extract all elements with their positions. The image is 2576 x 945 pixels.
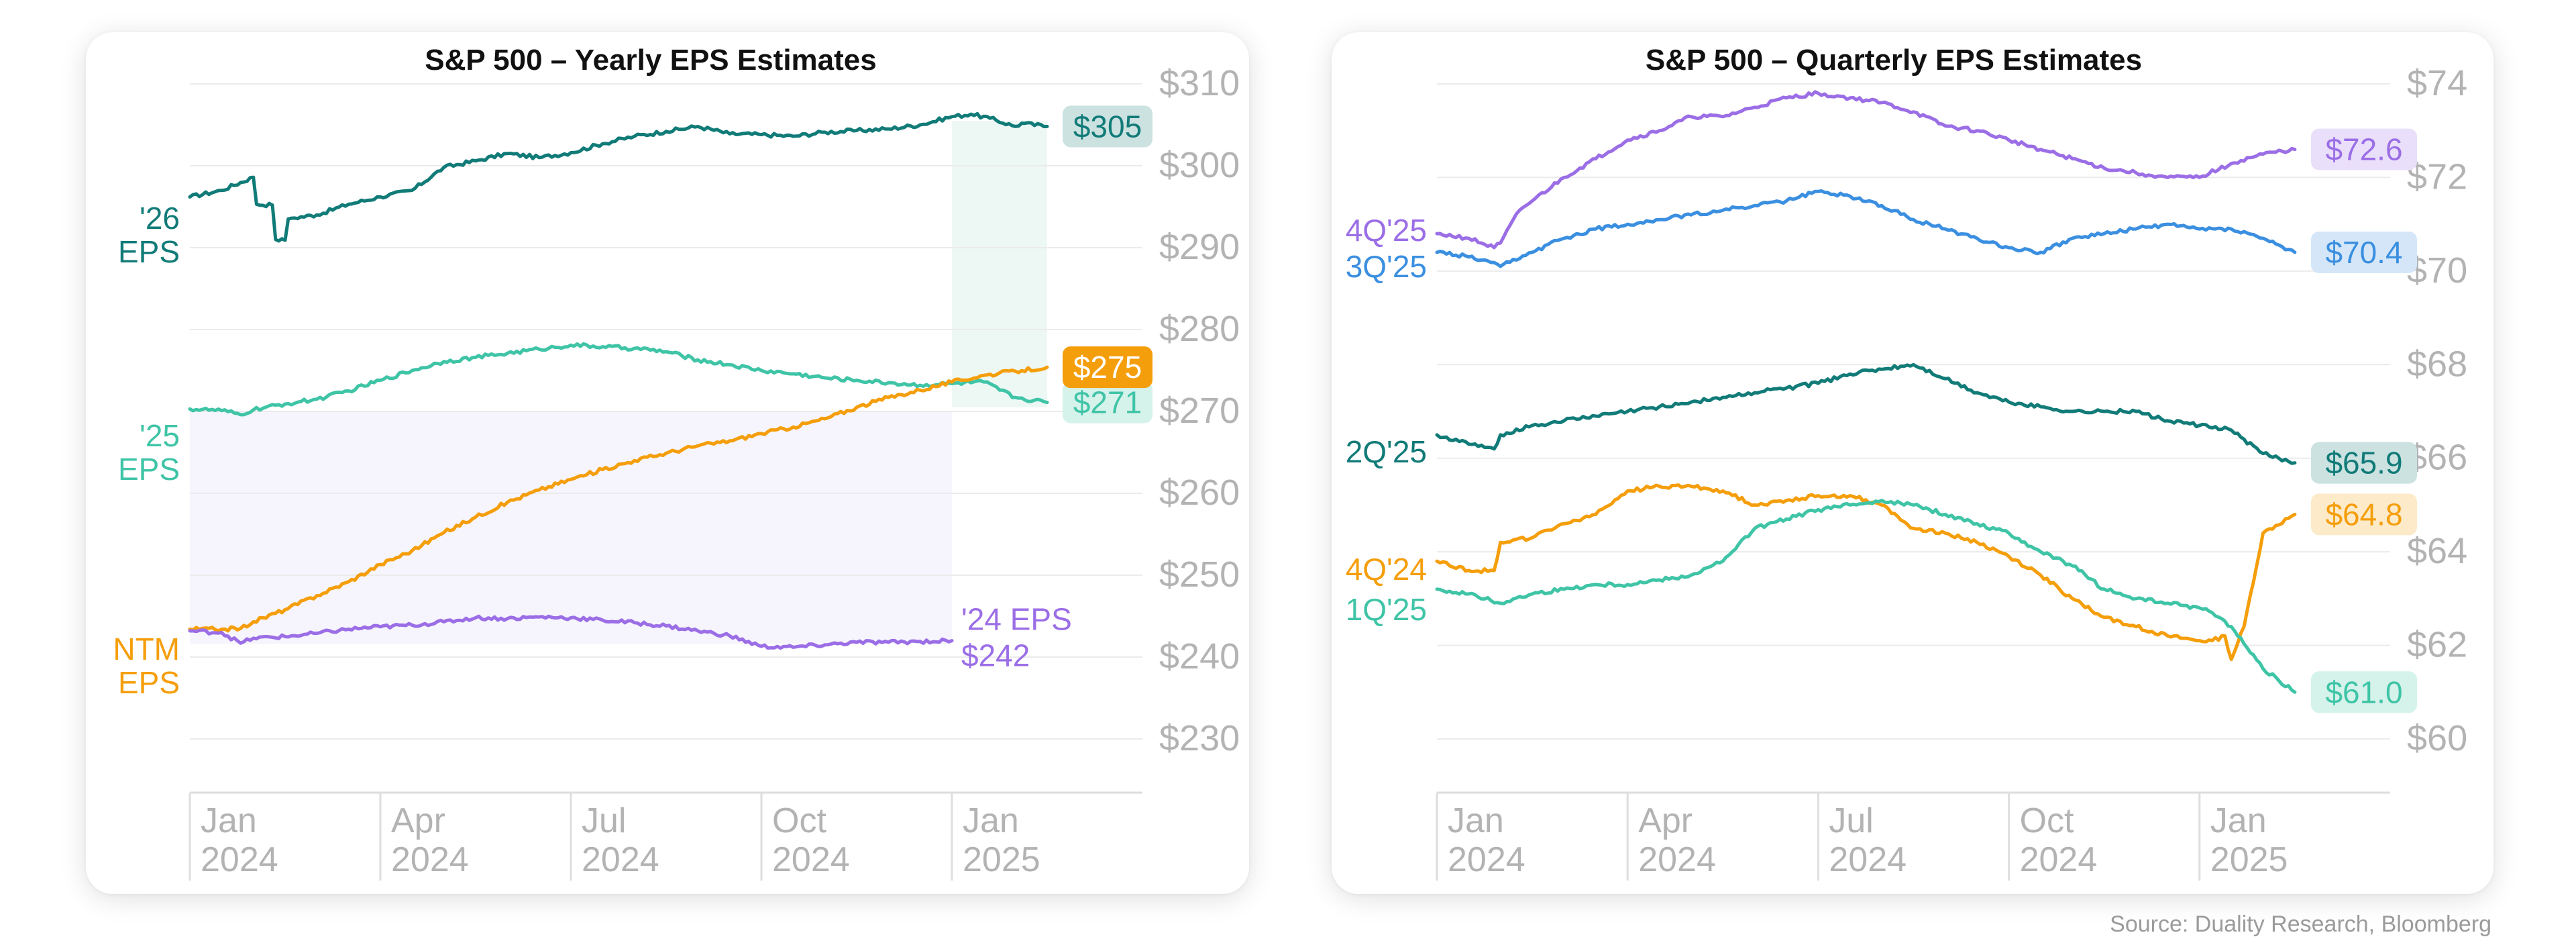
quarterly-x-tick-label: 2024	[1638, 840, 1716, 879]
yearly-end-badge-value: $305	[1073, 109, 1142, 144]
yearly-end-badge-bg	[1063, 381, 1152, 424]
yearly-x-tick-label: Apr	[391, 801, 445, 840]
quarterly-y-tick-label: $62	[2407, 625, 2467, 665]
quarterly-series-line-2q-25	[1435, 362, 2297, 465]
quarterly-end-badge-2q-25: $65.9	[2311, 442, 2417, 484]
yearly-y-tick-label: $250	[1159, 554, 1240, 595]
quarterly-x-tick-label: 2025	[2210, 840, 2288, 879]
yearly-series-label-26-eps: EPS	[118, 234, 180, 269]
quarterly-end-badge-1q-25: $61.0	[2311, 671, 2417, 713]
quarterly-end-badge-value: $65.9	[2325, 446, 2402, 481]
quarterly-x-tick-label: 2024	[2020, 840, 2098, 879]
yearly-x-tick-label: Jul	[582, 801, 626, 840]
quarterly-series-line-4q-25	[1435, 90, 2297, 250]
quarterly-end-badge-bg	[2311, 128, 2417, 170]
yearly-end-badge-value: $271	[1073, 385, 1142, 420]
yearly-series-label-ntm-eps: NTM	[113, 632, 180, 666]
yearly-series-line-26-eps	[188, 111, 1049, 243]
yearly-eps-chart-card: S&P 500 – Yearly EPS Estimates $310 $300 $2…	[86, 32, 1249, 894]
quarterly-x-tick-label: Apr	[1638, 801, 1693, 840]
quarterly-end-badge-bg	[2311, 442, 2417, 484]
yearly-series-line-ntm-eps	[188, 365, 1049, 633]
quarterly-end-badge-value: $64.8	[2325, 497, 2402, 532]
yearly-x-tick-label: Oct	[772, 801, 826, 840]
yearly-y-tick-label: $300	[1159, 145, 1240, 185]
quarterly-series-line-1q-25	[1435, 499, 2297, 694]
quarterly-series-label-2q-25: 2Q'25	[1346, 434, 1427, 469]
quarterly-y-tick-label: $74	[2407, 63, 2467, 103]
yearly-end-badge-bg	[1063, 105, 1152, 148]
quarterly-series-label-4q-24: 4Q'24	[1346, 552, 1427, 587]
quarterly-series-line-4q-24	[1435, 483, 2297, 661]
quarterly-end-badge-bg	[2311, 231, 2417, 273]
yearly-y-tick-label: $310	[1159, 63, 1240, 103]
quarterly-end-badge-bg	[2311, 671, 2417, 713]
quarterly-end-badge-value: $72.6	[2325, 132, 2402, 167]
quarterly-x-tick-label: 2024	[1448, 840, 1525, 879]
yearly-end-badge-26-eps: $305	[1063, 105, 1152, 148]
yearly-series-line-25-eps	[188, 342, 1049, 417]
yearly-y-tick-label: $290	[1159, 227, 1240, 267]
quarterly-series-label-1q-25: 1Q'25	[1346, 592, 1427, 627]
yearly-y-tick-label: $270	[1159, 391, 1240, 431]
quarterly-end-badge-4q-24: $64.8	[2311, 493, 2417, 536]
yearly-end-badge-ntm-eps: $275	[1063, 346, 1152, 389]
yearly-y-tick-label: $240	[1159, 636, 1240, 677]
quarterly-chart-title: S&P 500 – Quarterly EPS Estimates	[1646, 44, 2142, 77]
quarterly-series-line-3q-25	[1435, 189, 2297, 268]
yearly-y-tick-label: $280	[1159, 309, 1240, 349]
yearly-y-tick-label: $260	[1159, 472, 1240, 513]
yearly-x-tick-label: Jan	[963, 801, 1019, 840]
quarterly-y-tick-label: $60	[2407, 718, 2467, 758]
yearly-x-tick-label: 2024	[582, 840, 659, 879]
yearly-shaded-region-2	[952, 120, 1047, 407]
yearly-chart-title: S&P 500 – Yearly EPS Estimates	[425, 44, 877, 77]
quarterly-eps-chart: S&P 500 – Quarterly EPS Estimates$74$72$…	[1346, 44, 2467, 881]
yearly-series-line-24-eps	[188, 614, 954, 650]
quarterly-eps-chart-card: S&P 500 – Quarterly EPS Estimates $74 $72 $…	[1332, 32, 2493, 894]
quarterly-x-tick-label: 2024	[1829, 840, 1907, 879]
quarterly-end-badge-value: $70.4	[2325, 235, 2402, 270]
yearly-series-label-26-eps: '26	[140, 201, 180, 236]
quarterly-y-tick-label: $64	[2407, 531, 2467, 571]
yearly-y-tick-label: $230	[1159, 718, 1240, 758]
quarterly-x-tick-label: Jul	[1829, 801, 1873, 840]
quarterly-end-badge-bg	[2311, 493, 2417, 536]
yearly-series-label-25-eps: EPS	[118, 452, 180, 487]
yearly-end-badge-bg	[1063, 346, 1152, 389]
quarterly-x-tick-label: Jan	[2210, 801, 2267, 840]
yearly-eps-chart: S&P 500 – Yearly EPS Estimates $310 $300 $2…	[113, 44, 1240, 881]
yearly-x-tick-label: 2025	[963, 840, 1040, 879]
quarterly-series-label-3q-25: 3Q'25	[1346, 249, 1427, 284]
yearly-series-end-label-24-eps: $242	[961, 638, 1030, 673]
quarterly-x-tick-label: Oct	[2020, 801, 2074, 840]
yearly-shaded-region-1	[190, 411, 952, 644]
yearly-series-label-ntm-eps: EPS	[118, 665, 180, 700]
yearly-x-tick-label: 2024	[772, 840, 850, 879]
quarterly-y-tick-label: $72	[2407, 156, 2467, 197]
quarterly-series-label-4q-25: 4Q'25	[1346, 213, 1427, 248]
quarterly-y-tick-label: $68	[2407, 344, 2467, 384]
quarterly-end-badge-value: $61.0	[2325, 675, 2402, 709]
quarterly-y-tick-label: $66	[2407, 438, 2467, 478]
yearly-end-badge-value: $275	[1073, 350, 1142, 385]
yearly-x-tick-label: 2024	[201, 840, 278, 879]
yearly-x-tick-label: Jan	[201, 801, 257, 840]
source-note: Source: Duality Research, Bloomberg	[2110, 911, 2491, 937]
quarterly-end-badge-3q-25: $70.4	[2311, 231, 2417, 273]
yearly-series-end-label-24-eps: '24 EPS	[961, 602, 1072, 637]
yearly-series-label-25-eps: '25	[140, 418, 180, 453]
yearly-x-tick-label: 2024	[391, 840, 469, 879]
quarterly-y-tick-label: $70	[2407, 250, 2467, 291]
quarterly-x-tick-label: Jan	[1448, 801, 1504, 840]
quarterly-end-badge-4q-25: $72.6	[2311, 128, 2417, 170]
yearly-end-badge-25-eps: $271	[1063, 381, 1152, 424]
